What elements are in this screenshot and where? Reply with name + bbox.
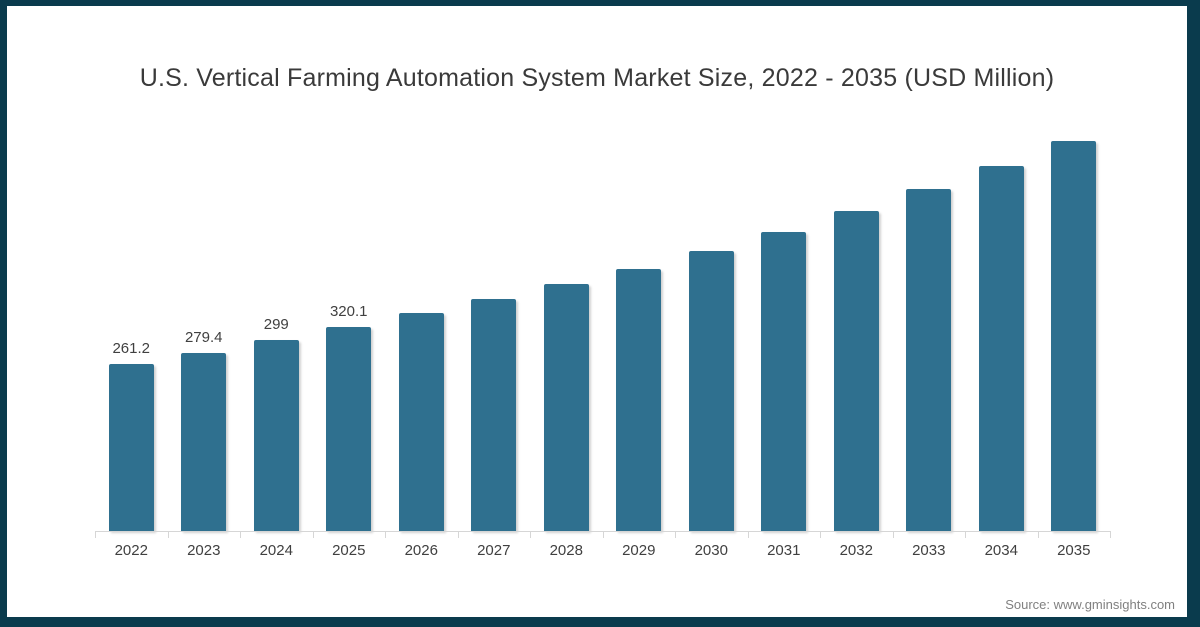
bar-value-label-2022: 261.2	[112, 340, 151, 357]
chart-title: U.S. Vertical Farming Automation System …	[139, 64, 1055, 92]
bar-2027	[471, 299, 517, 531]
bar-slot-2028	[530, 116, 603, 531]
x-axis-labels: 2022 2023 2024 2025 2026 2027 2028 2029 2030 2031…	[95, 542, 1110, 559]
bar-slot-2031	[748, 116, 821, 531]
x-axis-tick	[747, 531, 749, 538]
x-axis-label-2028: 2028	[549, 542, 583, 559]
x-axis-tick	[312, 531, 314, 538]
bar-2026	[398, 313, 444, 531]
x-axis-label-2031: 2031	[767, 542, 801, 559]
bar-2029	[616, 269, 662, 531]
x-axis-label-2023: 2023	[187, 542, 221, 559]
x-axis-label-2034: 2034	[984, 542, 1018, 559]
x-axis-tick	[240, 531, 241, 538]
bar-slot-2034	[965, 116, 1038, 531]
x-axis-label-2024: 2024	[259, 542, 293, 559]
x-axis-label-2022: 2022	[114, 542, 148, 559]
x-axis-label-2029: 2029	[622, 542, 656, 559]
x-axis-tick	[167, 531, 169, 538]
x-axis-tick	[675, 531, 676, 538]
bar-2025	[326, 327, 372, 531]
x-axis-label-2026: 2026	[404, 542, 438, 559]
x-axis-label-2025: 2025	[332, 542, 366, 559]
bar-2022	[108, 364, 154, 531]
bar-2028	[543, 284, 589, 531]
source-attribution: Source: www.gminsights.com	[1005, 597, 1175, 612]
x-axis-tick	[602, 531, 604, 538]
bar-slot-2035	[1038, 116, 1111, 531]
bar-2034	[978, 166, 1024, 531]
bar-value-label-2025: 320.1	[329, 303, 368, 320]
x-axis-tick	[530, 531, 531, 538]
bar-slot-2029	[603, 116, 676, 531]
x-axis-tick	[820, 531, 821, 538]
bar-2035	[1051, 141, 1097, 531]
bar-slot-2033	[893, 116, 966, 531]
x-axis-tick	[892, 531, 894, 538]
x-axis-label-2032: 2032	[839, 542, 873, 559]
bar-2030	[688, 251, 734, 531]
bar-2024	[253, 340, 299, 531]
bar-slot-2023: 279.4	[168, 116, 241, 531]
bar-2023	[181, 353, 227, 531]
bar-2031	[761, 232, 807, 531]
x-axis-tick	[1110, 531, 1111, 538]
bar-slot-2022: 261.2	[95, 116, 168, 531]
bar-plot-area: 261.2 279.4 299 320.1	[95, 116, 1110, 531]
x-axis-tick	[1037, 531, 1039, 538]
bar-value-label-2024: 299	[263, 316, 289, 333]
bar-slot-2027	[458, 116, 531, 531]
x-axis-label-2030: 2030	[694, 542, 728, 559]
x-axis-tick	[457, 531, 459, 538]
x-axis-tick	[965, 531, 966, 538]
bar-slot-2026	[385, 116, 458, 531]
bar-slot-2025: 320.1	[313, 116, 386, 531]
bar-value-label-2023: 279.4	[184, 329, 223, 346]
x-axis-tick	[385, 531, 386, 538]
bar-slot-2030	[675, 116, 748, 531]
bar-2033	[906, 189, 952, 531]
bar-slot-2032	[820, 116, 893, 531]
x-axis-tick	[95, 531, 96, 538]
bar-slot-2024: 299	[240, 116, 313, 531]
x-axis-label-2027: 2027	[477, 542, 511, 559]
bar-2032	[833, 211, 879, 531]
x-axis-label-2035: 2035	[1057, 542, 1091, 559]
x-axis-label-2033: 2033	[912, 542, 946, 559]
